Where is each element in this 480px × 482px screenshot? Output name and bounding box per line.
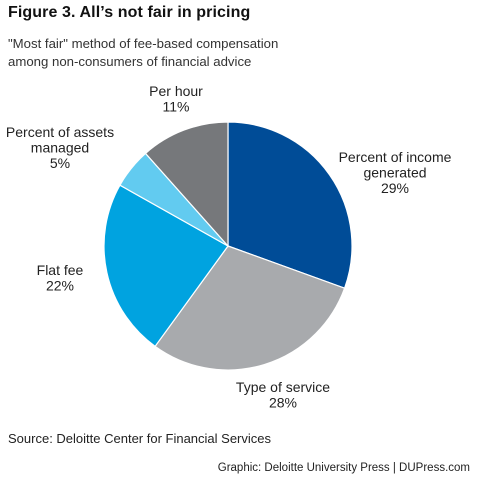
source-note: Source: Deloitte Center for Financial Se… xyxy=(8,431,272,446)
slice-value-label: 29% xyxy=(381,180,409,196)
slice-category-label: Percent of assets xyxy=(6,124,114,140)
chart-subtitle: "Most fair" method of fee-based compensa… xyxy=(8,35,278,71)
slice-category-label: managed xyxy=(31,140,89,156)
slice-category-label: Flat fee xyxy=(37,262,84,278)
slice-category-label: Per hour xyxy=(149,83,203,99)
pie-slice-2 xyxy=(154,245,346,371)
pie-slice-3 xyxy=(103,184,229,348)
pie-slice-5 xyxy=(144,121,229,248)
slice-category-label: Percent of income xyxy=(339,149,452,165)
slice-category-label: Type of service xyxy=(236,379,330,395)
graphic-credit: Graphic: Deloitte University Press | DUP… xyxy=(217,462,470,474)
slice-category-label: generated xyxy=(363,165,426,181)
chart-title: Figure 3. All’s not fair in pricing xyxy=(8,4,251,21)
chart-subtitle-line-1: "Most fair" method of fee-based compensa… xyxy=(8,36,279,51)
chart-subtitle-line-2: among non-consumers of financial advice xyxy=(8,54,252,69)
slice-value-label: 5% xyxy=(50,155,70,171)
pie-slice-1 xyxy=(227,121,353,289)
slice-value-label: 28% xyxy=(269,395,297,411)
slice-value-label: 22% xyxy=(46,278,74,294)
slice-value-label: 11% xyxy=(163,99,190,115)
